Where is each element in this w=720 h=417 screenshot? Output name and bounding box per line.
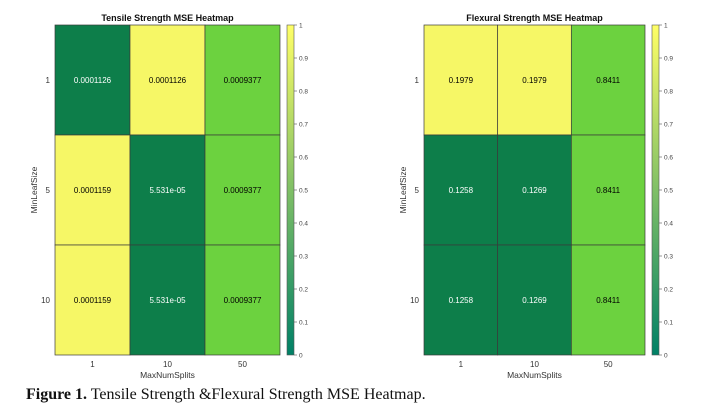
colorbar-tick-label: 0.8 [664,89,673,96]
colorbar-tick-label: 0.5 [299,188,308,195]
cell-value-label: 0.0009377 [224,296,262,305]
y-tick-label: 1 [46,76,51,85]
colorbar-tick-label: 0.1 [664,320,673,327]
cell-value-label: 0.1269 [522,186,547,195]
cell-value-label: 0.0009377 [224,76,262,85]
y-tick-label: 10 [410,296,419,305]
figure: Tensile Strength MSE Heatmap 0.0001126 0.0… [29,13,673,380]
colorbar-tick-label: 0.4 [299,221,308,228]
heatmap-cell [497,134,572,246]
heatmap-cell [497,24,572,136]
x-tick-label: 50 [604,360,613,369]
y-tick-label: 10 [41,296,50,305]
cell-value-label: 0.0009377 [224,186,262,195]
colorbar-tick-label: 0.7 [664,122,673,129]
x-axis-label: MaxNumSplits [140,370,195,380]
colorbar-tick-label: 0.5 [664,188,673,195]
y-tick-label: 1 [415,76,420,85]
colorbar-tick-label: 0.7 [299,122,308,129]
caption-label: Figure 1. [26,386,88,403]
heatmap-cell [570,244,646,356]
heatmap-cell [204,24,281,136]
heatmap-cell [129,24,206,136]
cell-value-label: 0.1258 [449,296,474,305]
heatmap-panel-1: Tensile Strength MSE Heatmap 0.0001126 0.0… [29,13,308,380]
heatmap-cell [204,134,281,246]
heatmap-cell [423,24,499,136]
y-tick-label: 5 [46,186,51,195]
colorbar-tick-label: 0.4 [664,221,673,228]
chart-title: Tensile Strength MSE Heatmap [101,13,234,23]
cell-value-label: 5.531e-05 [149,186,186,195]
colorbar-tick-label: 0.2 [664,287,673,294]
colorbar-tick-label: 0.3 [664,254,673,261]
heatmap-cell [497,244,572,356]
x-tick-label: 1 [90,360,95,369]
colorbar-tick-label: 0 [299,353,303,360]
cell-value-label: 0.8411 [596,296,620,305]
colorbar-tick-label: 0.9 [299,56,308,63]
heatmap-panel-2: Flexural Strength MSE Heatmap 0.1979 0.197… [398,13,673,380]
x-tick-label: 10 [530,360,539,369]
cell-value-label: 0.1979 [449,76,474,85]
heatmap-cell [54,134,131,246]
heatmap-cell [54,24,131,136]
heatmap-cell [570,134,646,246]
colorbar-tick-label: 0.1 [299,320,308,327]
colorbar-tick-label: 0 [664,353,668,360]
colorbar-tick-label: 0.6 [299,155,308,162]
heatmap-cell [423,244,499,356]
colorbar-tick-label: 1 [664,23,668,30]
colorbar-tick-label: 0.8 [299,89,308,96]
y-tick-label: 5 [415,186,420,195]
colorbar-tick-label: 0.3 [299,254,308,261]
figure-caption: Figure 1. Tensile Strength &Flexural Str… [26,386,426,404]
y-axis-label: MinLeafSize [398,166,408,213]
cell-value-label: 0.1258 [449,186,474,195]
colorbar-tick-label: 0.9 [664,56,673,63]
colorbar [286,24,295,356]
colorbar [651,24,660,356]
x-tick-label: 10 [163,360,172,369]
heatmap-cell [570,24,646,136]
cell-value-label: 0.0001126 [74,76,112,85]
x-axis-label: MaxNumSplits [507,370,562,380]
heatmap-cell [54,244,131,356]
y-axis-label: MinLeafSize [29,166,39,213]
heatmap-cell [129,134,206,246]
x-tick-label: 1 [459,360,464,369]
cell-value-label: 0.1979 [522,76,547,85]
cell-value-label: 5.531e-05 [149,296,186,305]
cell-value-label: 0.0001126 [149,76,187,85]
heatmap-cell [129,244,206,356]
cell-value-label: 0.0001159 [74,186,112,195]
cell-value-label: 0.0001159 [74,296,112,305]
colorbar-tick-label: 0.6 [664,155,673,162]
cell-value-label: 0.8411 [596,186,620,195]
caption-text: Tensile Strength &Flexural Strength MSE … [87,386,426,403]
heatmap-cell [204,244,281,356]
colorbar-tick-label: 1 [299,23,303,30]
chart-title: Flexural Strength MSE Heatmap [466,13,603,23]
cell-value-label: 0.1269 [522,296,547,305]
x-tick-label: 50 [238,360,247,369]
heatmap-cell [423,134,499,246]
colorbar-tick-label: 0.2 [299,287,308,294]
cell-value-label: 0.8411 [596,76,620,85]
